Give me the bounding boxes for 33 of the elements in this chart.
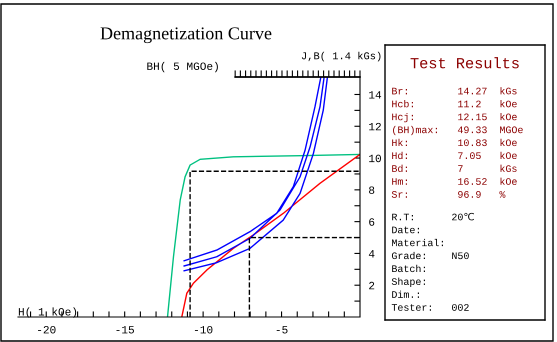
text: Dim.: [392,290,419,298]
y-tick-label: 6 [369,218,374,226]
text: Hm: 16.52 kOe [392,178,517,185]
text: Shape: [392,278,425,287]
text: Hcj: 12.15 kOe [392,112,517,122]
y-tick-label: 8 [369,186,374,194]
y-tick-label: 14 [369,91,382,99]
text: Batch: [392,264,425,272]
x2-axis-title: BH( 5 MGOe) [147,62,218,72]
y-tick-label: 4 [368,250,374,258]
x-tick-label: -15 [116,326,134,334]
text: Hcb: 11.2 kOe [392,100,517,108]
text: (BH)max: 49.33 MGOe [393,126,523,136]
y-tick-label: 2 [369,282,374,290]
x-tick-label: -20 [38,326,56,334]
text: Grade: N50 [392,252,469,260]
text: Date: [392,226,419,234]
y-tick-label: 10 [369,154,381,162]
text: Br: 14.27 kGs [392,87,517,94]
x-axis-title: H( 1 kOe) [18,307,76,318]
chart-title: Demagnetization Curve [100,27,272,44]
text: Material: [392,238,443,246]
text: Bd: 7 kGs [392,164,517,172]
text: Sr: 96.9 % [392,191,506,198]
text: Hk: 10.83 kOe [392,138,517,146]
text: Test Results [410,57,519,68]
y-tick-label: 12 [369,122,381,130]
text: Tester: 002 [392,304,469,311]
x-tick-label: -5 [276,326,288,334]
x-tick-label: -10 [194,326,212,334]
text: Hd: 7.05 kOe [392,152,517,160]
y-axis-title: J,B( 1.4 kGs) [302,52,380,62]
text: R.T: 20℃ [392,212,474,220]
